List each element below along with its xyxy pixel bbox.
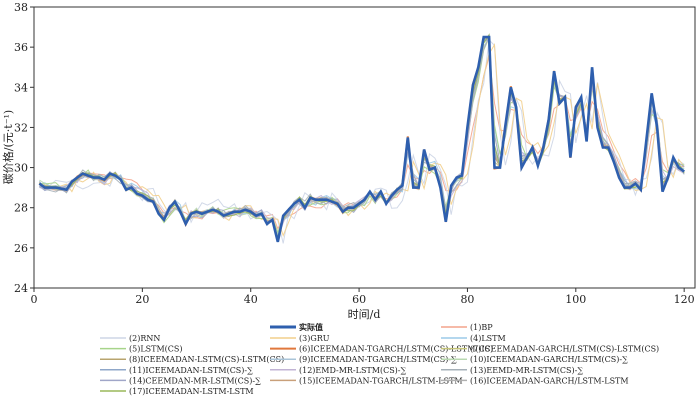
legend-label: (12)EMD-MR-LSTM(CS)-∑ xyxy=(299,366,407,375)
x-tick-label: 0 xyxy=(31,293,38,306)
actual-layer xyxy=(38,35,685,243)
legend-label: (10)ICEEMADAN-GARCH/LSTM(CS)-∑ xyxy=(470,355,628,364)
legend-label: (4)LSTM xyxy=(470,334,506,343)
legend: 实际值 (1)BP (2)RNN (3)GRU (4)LSTM (5)LSTM(CS) (6… xyxy=(100,322,659,396)
series-line xyxy=(39,43,685,237)
y-tick-label: 38 xyxy=(14,1,28,14)
legend-label: (11)ICEEMADAN-LSTM(CS)-∑ xyxy=(129,366,253,375)
legend-label: (1)BP xyxy=(470,323,493,332)
legend-label: (3)GRU xyxy=(299,334,330,343)
legend-label: (14)CEEMDAN-MR-LSTM(CS)-∑ xyxy=(129,376,261,385)
ticks-layer: 0 20 40 60 80 100 120 24 26 28 30 32 34 36 38 xyxy=(14,1,695,306)
legend-label: (15)ICEEMADAN-TGARCH/LSTM-LSTM xyxy=(299,376,463,385)
legend-label: (16)ICEEMADAN-GARCH/LSTM-LSTM xyxy=(470,376,629,385)
y-axis-title: 碳价格/(元·t⁻¹) xyxy=(1,110,15,184)
legend-label: (8)ICEEMADAN-LSTM(CS)-LSTM(CS) xyxy=(129,355,284,364)
x-tick-label: 120 xyxy=(674,293,695,306)
x-tick-label: 20 xyxy=(135,293,149,306)
legend-label: 实际值 xyxy=(299,322,323,332)
legend-label: (6)ICEEMADAN-TGARCH/LSTM(CS)-LSTM(CS) xyxy=(299,345,493,354)
y-tick-label: 28 xyxy=(14,202,28,215)
y-tick-label: 24 xyxy=(14,282,28,295)
y-tick-label: 34 xyxy=(14,81,28,94)
series-line xyxy=(39,38,685,244)
y-tick-label: 26 xyxy=(14,242,28,255)
legend-label: (17)ICEEMADAN-LSTM-LSTM xyxy=(129,387,254,396)
actual-series-line xyxy=(38,35,685,243)
x-axis-title: 时间/d xyxy=(348,308,381,321)
y-tick-label: 36 xyxy=(14,41,28,54)
x-tick-label: 40 xyxy=(244,293,258,306)
legend-label: (2)RNN xyxy=(129,334,160,343)
legend-label: (7)ICEEMADAN-GARCH/LSTM(CS)-LSTM(CS) xyxy=(470,345,659,354)
y-tick-label: 30 xyxy=(14,162,28,175)
x-tick-label: 100 xyxy=(565,293,586,306)
legend-label: (9)ICEEMADAN-TGARCH/LSTM(CS)-∑ xyxy=(299,355,457,364)
y-tick-label: 32 xyxy=(14,121,28,134)
plot-frame xyxy=(33,6,696,289)
legend-label: (5)LSTM(CS) xyxy=(129,345,183,354)
legend-label: (13)EEMD-MR-LSTM(CS)-∑ xyxy=(470,366,583,375)
x-tick-label: 60 xyxy=(352,293,366,306)
x-tick-label: 80 xyxy=(460,293,474,306)
